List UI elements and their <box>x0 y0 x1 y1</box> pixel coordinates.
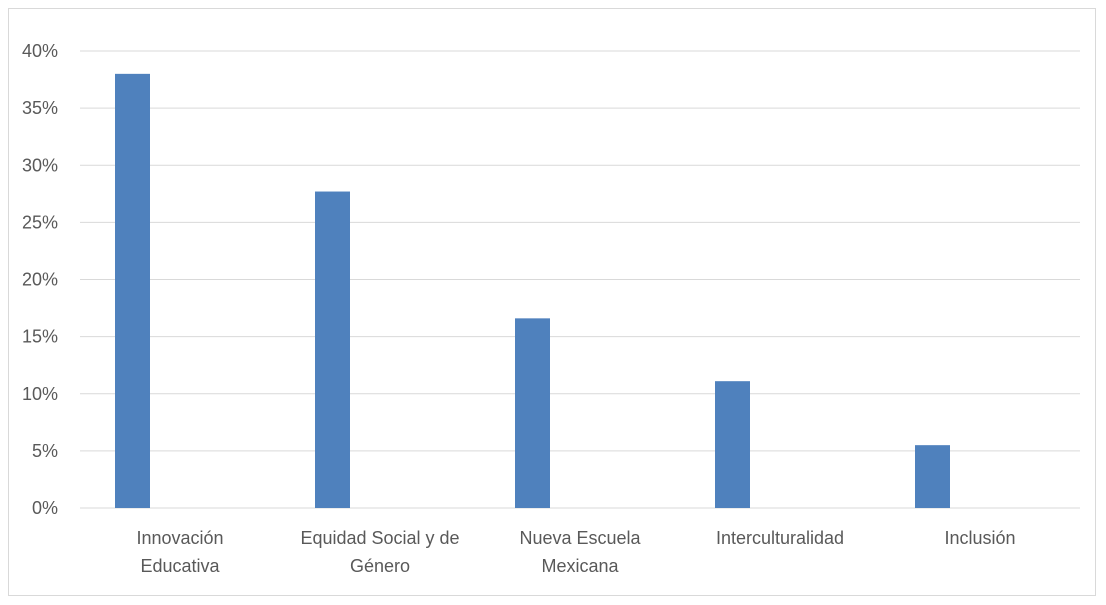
bar <box>115 73 150 508</box>
x-category-label: Innovación <box>136 528 223 548</box>
x-category-label: Género <box>350 556 410 576</box>
y-tick-label: 25% <box>22 212 58 232</box>
gridlines <box>80 50 1080 509</box>
x-category-label: Interculturalidad <box>716 528 844 548</box>
x-category-label: Inclusión <box>944 528 1015 548</box>
y-tick-label: 5% <box>32 441 58 461</box>
y-axis-tick-labels: 0% 5% 10% 15% 20% 25% 30% 35% 40% <box>22 41 58 518</box>
chart-frame <box>8 8 1096 596</box>
y-tick-label: 30% <box>22 155 58 175</box>
bar <box>315 191 350 508</box>
y-tick-label: 15% <box>22 327 58 347</box>
bar <box>915 445 950 508</box>
y-tick-label: 20% <box>22 270 58 290</box>
bar <box>515 318 550 508</box>
bars <box>115 73 950 508</box>
y-tick-label: 10% <box>22 384 58 404</box>
y-tick-label: 40% <box>22 41 58 61</box>
x-category-label: Educativa <box>140 556 220 576</box>
x-category-label: Mexicana <box>541 556 619 576</box>
x-category-label: Nueva Escuela <box>519 528 641 548</box>
y-tick-label: 0% <box>32 498 58 518</box>
x-axis-category-labels: Innovación Educativa Equidad Social y de Gé… <box>136 528 1015 576</box>
x-category-label: Equidad Social y de <box>300 528 459 548</box>
y-tick-label: 35% <box>22 98 58 118</box>
bar <box>715 381 750 508</box>
